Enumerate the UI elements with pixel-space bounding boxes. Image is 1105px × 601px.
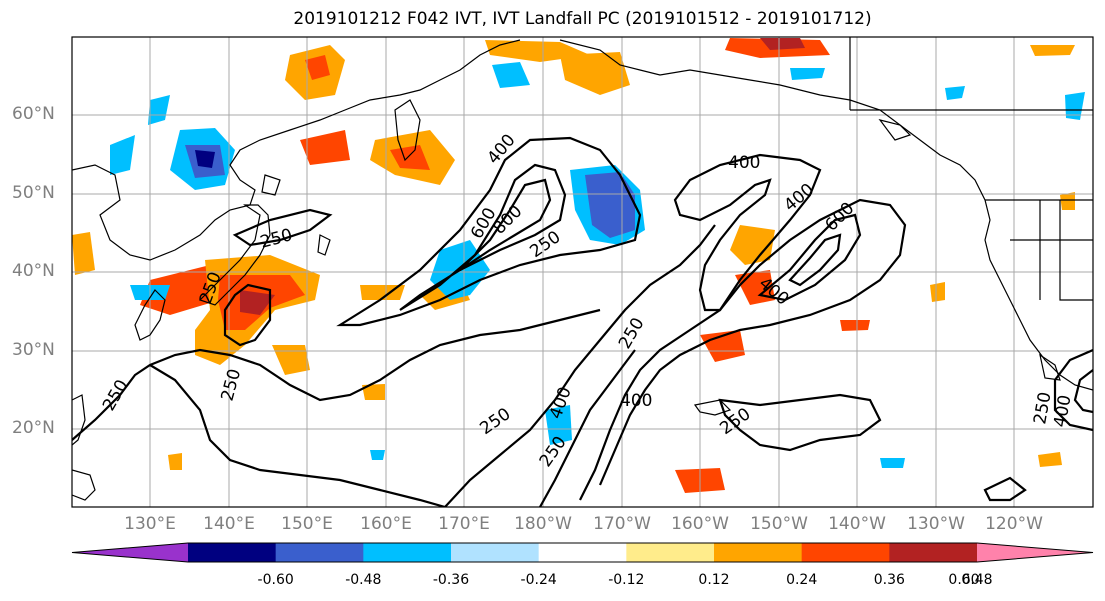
- colorbar-outline: [71, 542, 1094, 563]
- coastlines: [72, 37, 1093, 501]
- lat-label: 50°N: [12, 183, 55, 203]
- lat-label: 20°N: [12, 418, 55, 438]
- colorbar-tick-label: 0.60: [948, 572, 980, 588]
- colorbar-segment: [626, 543, 715, 562]
- colorbar-segment: [889, 543, 978, 562]
- map-frame: [71, 36, 1094, 508]
- lon-label: 140°E: [203, 514, 255, 534]
- colorbar-tick-label: -0.36: [432, 572, 470, 588]
- lon-label: 150°W: [750, 514, 808, 534]
- colorbar-segment: [188, 543, 277, 562]
- graticule: [72, 37, 1093, 507]
- colorbar-tick-label: 0.36: [873, 572, 905, 588]
- contour-label: 400: [620, 391, 652, 411]
- map-title: 2019101212 F042 IVT, IVT Landfall PC (20…: [293, 9, 872, 29]
- colorbar-segment: [538, 543, 627, 562]
- colorbar-segment: [801, 543, 890, 562]
- colorbar-tick-label: 0.24: [786, 572, 818, 588]
- colorbar-segment: [275, 543, 364, 562]
- colorbar-tick-label: 0.12: [698, 572, 730, 588]
- colorbar-tick-label: -0.48: [345, 572, 382, 588]
- colorbar-tick-label: -0.24: [520, 572, 557, 588]
- lon-label: 180°W: [514, 514, 572, 534]
- colorbar-tick-label: 0.48: [961, 572, 993, 588]
- lon-label: 130°E: [124, 514, 176, 534]
- colorbar-segment: [977, 543, 1093, 562]
- colorbar-tick-label: -0.60: [257, 572, 294, 588]
- colorbar-segments: [72, 543, 1093, 562]
- lat-label: 60°N: [12, 104, 55, 124]
- colorbar-segment: [72, 543, 188, 562]
- lon-label: 160°E: [360, 514, 412, 534]
- lon-label: 150°E: [281, 514, 333, 534]
- ivt-contours: [72, 136, 1093, 507]
- colorbar-tick-label: -0.12: [608, 572, 645, 588]
- colorbar-segment: [363, 543, 452, 562]
- colorbar: [71, 542, 1094, 563]
- contour-label: 400: [728, 153, 760, 173]
- colorbar-segment: [714, 543, 803, 562]
- colorbar-segment: [451, 543, 540, 562]
- lon-label: 140°W: [828, 514, 886, 534]
- map-plot-area: 400 400 400 600 600 800 400 250 250 250 …: [72, 37, 1093, 507]
- lat-label: 40°N: [12, 261, 55, 281]
- lon-label: 160°W: [671, 514, 729, 534]
- lon-label: 130°W: [907, 514, 965, 534]
- lon-label: 120°W: [985, 514, 1043, 534]
- lat-label: 30°N: [12, 340, 55, 360]
- lon-label: 170°E: [438, 514, 490, 534]
- lon-label: 170°W: [593, 514, 651, 534]
